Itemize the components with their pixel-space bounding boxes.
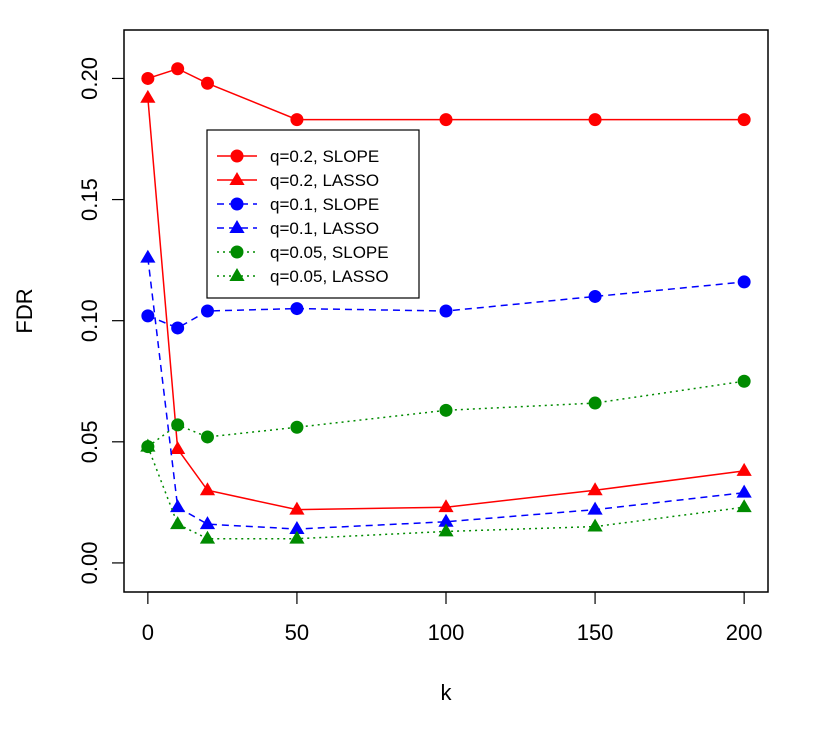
series-3: [140, 249, 752, 534]
data-point: [199, 530, 216, 544]
data-point: [170, 499, 186, 513]
x-axis-label: k: [441, 680, 453, 705]
legend: q=0.2, SLOPE q=0.2, LASSO q=0.1, SLOPE q=0.…: [206, 129, 420, 299]
data-point: [140, 438, 156, 452]
data-point: [290, 420, 304, 434]
data-point: [587, 518, 603, 532]
data-point: [170, 516, 186, 530]
series-layer: [140, 62, 752, 544]
series-5: [140, 438, 752, 544]
data-point: [588, 289, 602, 303]
data-point: [439, 113, 453, 127]
data-point: [587, 501, 603, 515]
data-point: [289, 521, 305, 534]
data-point: [200, 76, 214, 90]
data-point: [438, 499, 454, 513]
axes: 0 50 100 150 200 0.00 0.05 0.10 0.15 0.20: [77, 57, 763, 645]
legend-label: q=0.05, SLOPE: [270, 243, 389, 262]
data-point: [588, 113, 602, 127]
y-tick-label: 0.15: [77, 178, 102, 221]
legend-marker: [229, 220, 245, 233]
series-4: [141, 374, 751, 454]
data-point: [737, 275, 751, 289]
legend-marker: [229, 172, 245, 185]
data-point: [438, 513, 454, 527]
legend-marker: [230, 149, 244, 163]
x-tick-label: 50: [285, 620, 309, 645]
series-1: [140, 89, 752, 515]
data-point: [438, 523, 454, 537]
data-point: [439, 304, 453, 318]
data-point: [439, 403, 453, 417]
data-point: [736, 499, 752, 513]
data-point: [199, 482, 216, 496]
data-point: [290, 302, 304, 316]
data-point: [588, 396, 602, 410]
data-point: [141, 309, 155, 323]
x-tick-label: 150: [577, 620, 614, 645]
y-tick-label: 0.10: [77, 299, 102, 342]
data-point: [141, 71, 155, 85]
y-tick-label: 0.20: [77, 57, 102, 100]
data-point: [171, 62, 185, 76]
legend-label: q=0.2, LASSO: [270, 171, 379, 190]
legend-marker: [229, 268, 245, 281]
data-point: [199, 516, 216, 530]
x-tick-label: 200: [726, 620, 763, 645]
data-point: [289, 501, 305, 515]
data-point: [170, 441, 186, 455]
data-point: [200, 430, 214, 444]
data-point: [171, 418, 185, 432]
series-2: [141, 275, 751, 335]
data-point: [200, 304, 214, 318]
y-tick-label: 0.00: [77, 542, 102, 585]
data-point: [737, 113, 751, 127]
data-point: [140, 89, 156, 103]
x-tick-label: 100: [428, 620, 465, 645]
legend-label: q=0.1, LASSO: [270, 219, 379, 238]
legend-marker: [230, 197, 244, 211]
legend-marker: [230, 245, 244, 259]
data-point: [737, 374, 751, 388]
legend-label: q=0.05, LASSO: [270, 267, 389, 286]
legend-label: q=0.2, SLOPE: [270, 147, 379, 166]
x-tick-label: 0: [142, 620, 154, 645]
data-point: [587, 482, 603, 496]
data-point: [171, 321, 185, 335]
y-tick-label: 0.05: [77, 420, 102, 463]
data-point: [736, 484, 752, 498]
legend-label: q=0.1, SLOPE: [270, 195, 379, 214]
data-point: [289, 530, 305, 544]
data-point: [736, 462, 752, 476]
data-point: [290, 113, 304, 127]
series-0: [141, 62, 751, 127]
y-axis-label: FDR: [12, 288, 37, 333]
data-point: [140, 249, 156, 263]
series-line: [147, 67, 745, 121]
